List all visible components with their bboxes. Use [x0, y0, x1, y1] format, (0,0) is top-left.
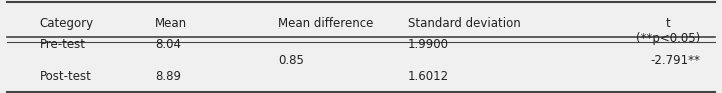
Text: 8.89: 8.89 — [155, 70, 181, 83]
Text: 8.04: 8.04 — [155, 38, 181, 51]
Text: t
(**p<0.05): t (**p<0.05) — [636, 17, 700, 45]
Text: -2.791**: -2.791** — [651, 54, 700, 67]
Text: Mean: Mean — [155, 17, 187, 30]
Text: Pre-test: Pre-test — [40, 38, 86, 51]
Text: Mean difference: Mean difference — [278, 17, 373, 30]
Text: Standard deviation: Standard deviation — [408, 17, 521, 30]
Text: Post-test: Post-test — [40, 70, 92, 83]
Text: 0.85: 0.85 — [278, 54, 304, 67]
Text: 1.9900: 1.9900 — [408, 38, 449, 51]
Text: Category: Category — [40, 17, 94, 30]
Text: 1.6012: 1.6012 — [408, 70, 449, 83]
